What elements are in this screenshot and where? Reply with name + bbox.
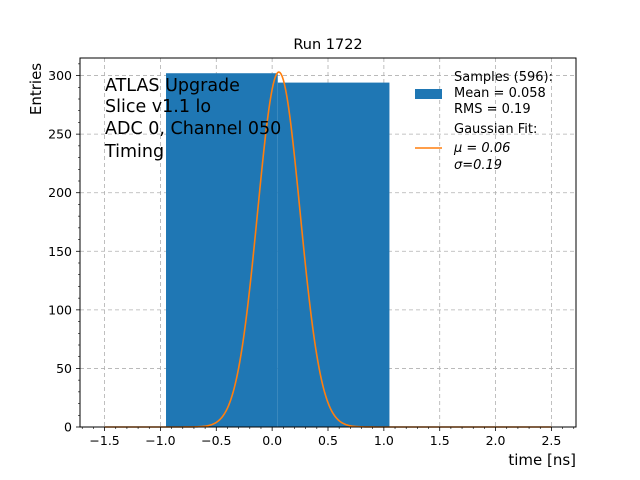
axis-ticks: −1.5 −1.0 −0.5 0.0 0.5 1.0 1.5 2.0 2.5 0 50 100 150 2… [48, 63, 575, 448]
legend-fit-mu: μ = 0.06 [453, 141, 510, 156]
x-tick-label: 2.0 [486, 433, 506, 448]
y-axis-label: Entries [27, 63, 45, 115]
y-tick-label: 250 [48, 127, 72, 142]
annotation-block: ATLAS Upgrade Slice v1.1 lo ADC 0, Chann… [104, 76, 281, 162]
legend-samples-rms: RMS = 0.19 [454, 102, 531, 117]
histogram-bar [166, 73, 278, 427]
x-tick-label: −1.5 [89, 433, 119, 448]
histogram-bar [277, 82, 390, 427]
x-tick-label: −1.0 [145, 433, 175, 448]
y-tick-label: 50 [56, 361, 72, 376]
x-tick-label: 2.5 [541, 433, 561, 448]
x-tick-label: 0.0 [262, 433, 282, 448]
y-tick-label: 0 [64, 420, 72, 435]
legend-samples-title: Samples (596): [454, 70, 553, 85]
y-tick-label: 150 [48, 244, 72, 259]
legend: Samples (596): Mean = 0.058 RMS = 0.19 G… [415, 70, 553, 173]
y-tick-label: 300 [48, 68, 72, 83]
histogram-bars [166, 73, 390, 427]
chart-title: Run 1722 [293, 37, 362, 53]
legend-samples-swatch [415, 89, 442, 99]
legend-fit-title: Gaussian Fit: [454, 122, 537, 137]
x-axis-label: time [ns] [508, 451, 576, 469]
annotation-line: Slice v1.1 lo [105, 97, 211, 117]
annotation-line: ADC 0, Channel 050 [105, 119, 281, 139]
x-tick-label: −0.5 [201, 433, 231, 448]
annotation-line: Timing [104, 142, 164, 162]
y-tick-label: 100 [48, 302, 72, 317]
x-tick-label: 0.5 [318, 433, 338, 448]
y-tick-label: 200 [48, 185, 72, 200]
annotation-line: ATLAS Upgrade [105, 76, 240, 96]
x-tick-label: 1.0 [374, 433, 394, 448]
legend-samples-mean: Mean = 0.058 [454, 86, 546, 101]
x-tick-label: 1.5 [430, 433, 450, 448]
legend-fit-sigma: σ=0.19 [454, 158, 502, 173]
